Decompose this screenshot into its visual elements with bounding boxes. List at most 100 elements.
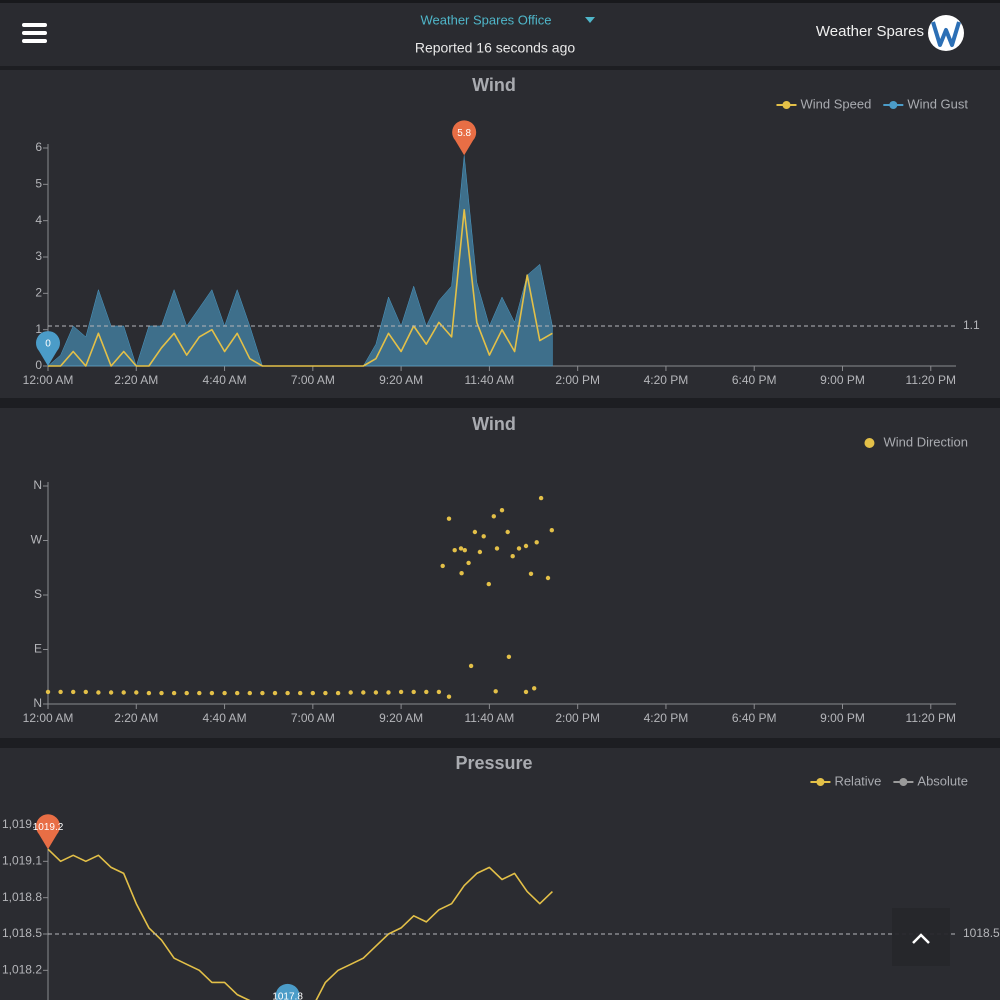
- x-tick-label: 2:20 AM: [114, 373, 158, 387]
- x-tick-label: 9:20 AM: [379, 711, 423, 725]
- scatter-point: [298, 690, 303, 696]
- scatter-point: [523, 689, 529, 695]
- y-tick-label: 1,018.5: [2, 926, 42, 940]
- scatter-point: [468, 663, 474, 669]
- station-dropdown[interactable]: Weather Spares Office: [420, 12, 595, 27]
- scatter-point: [436, 689, 442, 695]
- y-tick-label: 1,019.4: [2, 817, 42, 831]
- scatter-point: [361, 690, 366, 695]
- menu-button[interactable]: [22, 23, 47, 43]
- legend-swatch: [864, 438, 875, 448]
- y-tick-label: N: [33, 696, 42, 710]
- scatter-point: [534, 540, 539, 545]
- brand-logo: [928, 15, 964, 51]
- station-name: Weather Spares Office: [420, 12, 551, 27]
- y-tick-label: W: [31, 533, 43, 547]
- x-tick-label: 4:40 AM: [203, 711, 247, 725]
- x-tick-label: 11:40 AM: [464, 373, 514, 387]
- scatter-point: [510, 554, 515, 559]
- x-tick-label: 12:00 AM: [23, 373, 74, 387]
- direction-panel: [0, 408, 1000, 738]
- brand-name: Weather Spares: [816, 23, 924, 40]
- y-tick-label: 1,019.1: [2, 854, 42, 868]
- y-tick-label: 2: [35, 286, 42, 300]
- scatter-point: [323, 690, 328, 696]
- scatter-point: [96, 690, 101, 695]
- x-tick-label: 11:40 AM: [464, 711, 514, 725]
- scatter-point: [45, 689, 51, 695]
- y-tick-label: S: [34, 587, 42, 601]
- scatter-point: [247, 690, 252, 696]
- scatter-point: [285, 690, 290, 696]
- x-tick-label: 7:00 AM: [291, 711, 335, 725]
- scatter-point: [532, 686, 537, 691]
- scatter-point: [452, 548, 457, 553]
- header-bar: [0, 0, 1000, 66]
- min-pin: [36, 331, 60, 366]
- x-tick-label: 2:00 PM: [555, 711, 600, 725]
- x-tick-label: 7:00 AM: [291, 373, 335, 387]
- scatter-point: [386, 690, 391, 695]
- legend-label: Relative: [834, 773, 881, 788]
- scatter-point: [506, 654, 512, 659]
- scatter-point: [222, 690, 227, 696]
- average-label: 1.1: [963, 318, 980, 332]
- scatter-point: [58, 689, 63, 695]
- report-time: Reported 16 seconds ago: [415, 40, 576, 56]
- scatter-point: [545, 575, 551, 581]
- y-tick-label: 5: [35, 177, 42, 191]
- scatter-point: [398, 689, 404, 695]
- scatter-point: [184, 690, 189, 696]
- scatter-point: [528, 571, 534, 576]
- top-strip: [0, 0, 1000, 3]
- y-tick-label: 1,018.8: [2, 890, 42, 904]
- pressure-panel: [0, 748, 1000, 1000]
- min-pin-label: 1017.8: [272, 991, 303, 1000]
- scatter-point: [83, 689, 89, 695]
- dropdown-arrow: [585, 17, 595, 23]
- legend-label: Absolute: [917, 773, 968, 788]
- x-tick-label: 12:00 AM: [23, 711, 74, 725]
- scatter-point: [272, 690, 278, 696]
- scatter-point: [146, 690, 152, 696]
- x-tick-label: 6:40 PM: [732, 373, 777, 387]
- menu-bar: [22, 31, 47, 35]
- scatter-point: [466, 560, 471, 566]
- scatter-point: [459, 571, 464, 576]
- legend-label: Wind Speed: [800, 96, 871, 111]
- scroll-top-button[interactable]: [892, 908, 950, 966]
- scatter-point: [549, 528, 554, 533]
- y-tick-label: 1: [35, 322, 42, 336]
- chart-title: Pressure: [455, 753, 532, 773]
- max-pin-label: 5.8: [457, 128, 471, 139]
- scatter-point: [260, 690, 265, 696]
- x-tick-label: 4:20 PM: [644, 711, 689, 725]
- legend-label: Wind Gust: [907, 96, 968, 111]
- y-tick-label: 0: [35, 358, 42, 372]
- scroll-top-bg: [892, 908, 950, 966]
- x-tick-label: 2:20 AM: [114, 711, 158, 725]
- scatter-point: [424, 689, 429, 695]
- legend-swatch: [889, 101, 898, 109]
- logo-w: [931, 21, 961, 47]
- x-tick-label: 9:20 AM: [379, 373, 423, 387]
- scatter-point: [446, 694, 452, 699]
- legend-swatch: [816, 778, 825, 786]
- x-tick-label: 6:40 PM: [732, 711, 777, 725]
- y-tick-label: N: [33, 478, 42, 492]
- scatter-point: [348, 690, 353, 695]
- scatter-point: [486, 581, 491, 587]
- scatter-point: [505, 529, 510, 535]
- scatter-point: [411, 689, 416, 695]
- legend-swatch: [782, 101, 791, 109]
- x-tick-label: 2:00 PM: [555, 373, 600, 387]
- scatter-point: [171, 690, 177, 696]
- legend-swatch: [899, 778, 908, 786]
- scatter-point: [159, 690, 164, 696]
- scatter-point: [481, 534, 486, 539]
- scatter-point: [516, 546, 522, 551]
- menu-bar: [22, 23, 47, 27]
- scatter-point: [499, 508, 505, 513]
- max-pin-label: 1019.2: [33, 822, 64, 833]
